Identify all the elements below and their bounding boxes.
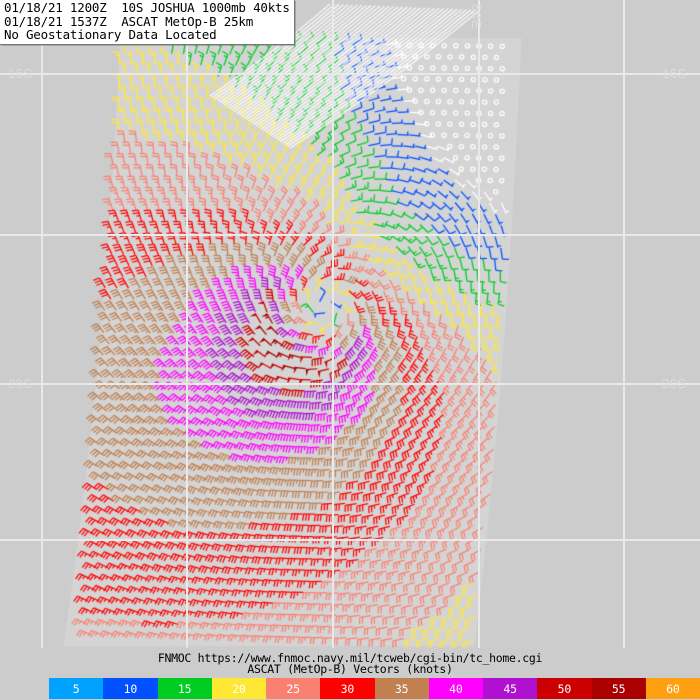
colorbar-cell-40kt[interactable]: 40 <box>428 678 483 699</box>
lon-label-top-88E: 88E <box>469 4 484 29</box>
colorbar-cell-30kt[interactable]: 30 <box>320 678 375 699</box>
info-line-storm: 01/18/21 1200Z 10S JOSHUA 1000mb 40kts <box>4 0 290 15</box>
lat-label-right-16S: 16S <box>662 66 687 81</box>
wind-barb-layer <box>0 0 700 648</box>
colorbar-cell-45kt[interactable]: 45 <box>483 678 538 699</box>
colorbar-cell-55kt[interactable]: 55 <box>591 678 646 699</box>
gridline-lon-88E <box>332 0 334 648</box>
colorbar-cell-50kt[interactable]: 50 <box>537 678 592 699</box>
gridline-lat-18S <box>0 234 700 236</box>
gridline-lon-84E <box>41 0 43 648</box>
colorbar-cell-60kt[interactable]: 60 <box>645 678 700 699</box>
gridline-lon-90E <box>478 0 480 648</box>
gridline-lon-92E <box>623 0 625 648</box>
gridline-lat-16S <box>0 73 700 75</box>
source-url-text: FNMOC https://www.fnmoc.navy.mil/tcweb/c… <box>157 651 543 665</box>
gridline-lon-86E <box>186 0 188 648</box>
storm-info-box: 01/18/21 1200Z 10S JOSHUA 1000mb 40kts 0… <box>0 0 295 45</box>
colorbar-cell-5kt[interactable]: 5 <box>49 678 104 699</box>
lat-label-left-20S: 20S <box>8 376 33 391</box>
map-panel[interactable]: 16S 20S 16S 20S 88E <box>0 0 700 648</box>
gridline-lat-20S <box>0 383 700 385</box>
colorbar-cell-10kt[interactable]: 10 <box>103 678 158 699</box>
colorbar-cell-35kt[interactable]: 35 <box>374 678 429 699</box>
colorbar-cell-25kt[interactable]: 25 <box>266 678 321 699</box>
lat-label-left-16S: 16S <box>8 66 33 81</box>
gridline-lat-22S <box>0 539 700 541</box>
info-line-sensor: 01/18/21 1537Z ASCAT MetOp-B 25km <box>4 13 254 29</box>
product-title-text: ASCAT (MetOp-B) Vectors (knots) <box>247 662 453 676</box>
wind-speed-colorbar[interactable]: 5 10 15 20 25 30 35 40 45 50 55 60 <box>49 678 700 699</box>
colorbar-cell-20kt[interactable]: 20 <box>211 678 266 699</box>
colorbar-cell-15kt[interactable]: 15 <box>157 678 212 699</box>
info-line-geo: No Geostationary Data Located <box>4 27 217 42</box>
lat-label-right-20S: 20S <box>662 376 687 391</box>
